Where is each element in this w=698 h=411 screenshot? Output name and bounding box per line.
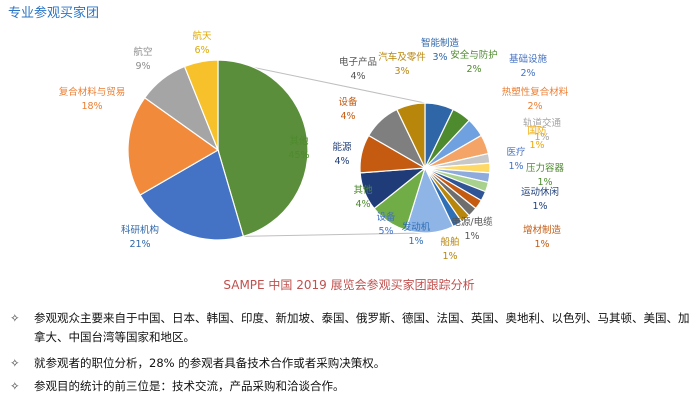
slice-value-label: 1% [408, 236, 423, 247]
slice-value-label: 6% [194, 45, 209, 56]
slice-value-label: 18% [81, 101, 102, 112]
slice-value-label: 4% [350, 71, 365, 82]
slice-value-label: 2% [527, 101, 542, 112]
slice-value-label: 1% [532, 201, 547, 212]
pie-slice [127, 96, 220, 196]
slice-value-label: 1% [534, 239, 549, 250]
diamond-bullet-icon: ✧ [10, 356, 20, 370]
slice-label: 航天 [192, 30, 212, 42]
slice-label: 医疗 [506, 146, 526, 158]
main-pie-labels: 其他 45% 科研机构 21% 复合材料与贸易 18% 航空 9% 航天 6% [59, 30, 310, 250]
slice-label: 船舶 [440, 236, 459, 248]
slice-value-label: 4% [334, 156, 349, 167]
slice-label: 热塑性复合材料 [502, 86, 569, 98]
slice-label: 轨道交通 [523, 117, 562, 129]
slice-label: 电子产品 [339, 56, 377, 68]
slice-value-label: 9% [135, 61, 150, 72]
chart-caption: SAMPE 中国 2019 展览会参观买家团跟踪分析 [223, 278, 475, 292]
slice-label: 设备 [338, 96, 358, 108]
pie-slice [183, 59, 219, 151]
diamond-bullet-icon: ✧ [10, 379, 20, 393]
slice-label: 汽车及零件 [378, 51, 426, 63]
slice-value-label: 1% [508, 161, 523, 172]
slice-value-label: 1% [442, 251, 457, 262]
slice-label: 其他 [289, 135, 309, 147]
slice-label: 压力容器 [526, 162, 565, 174]
pie-slice [139, 149, 245, 241]
slice-label: 基础设施 [509, 53, 548, 65]
bullet-text: 参观观众主要来自于中国、日本、韩国、印度、新加坡、泰国、俄罗斯、德国、法国、英国… [34, 311, 690, 344]
slice-value-label: 1% [529, 140, 544, 151]
bullet-text: 就参观者的职位分析，28% 的参观者具备技术合作或者采购决策权。 [34, 356, 386, 370]
slice-label: 能源 [332, 141, 352, 153]
slice-value-label: 1% [534, 132, 549, 143]
slice-label: 国防 [527, 125, 547, 137]
slice-value-label: 21% [129, 239, 150, 250]
secondary-pie [359, 102, 491, 234]
slice-label: 运动休闲 [521, 186, 559, 198]
slice-value-label: 5% [378, 226, 393, 237]
slice-value-label: 4% [340, 111, 355, 122]
slice-label: 复合材料与贸易 [59, 86, 126, 98]
bullet-text: 参观目的统计的前三位是：技术交流，产品采购和洽谈合作。 [34, 379, 345, 393]
slice-label: 安全与防护 [450, 49, 498, 61]
section-heading: 专业参观买家团 [8, 6, 100, 21]
slice-value-label: 45% [288, 150, 309, 161]
main-pie [127, 59, 309, 241]
slice-label: 航空 [133, 46, 152, 58]
slice-label: 发动机 [402, 221, 431, 233]
slice-value-label: 2% [520, 68, 535, 79]
slice-value-label: 1% [464, 231, 479, 242]
slice-value-label: 4% [355, 199, 370, 210]
pie-slice [217, 59, 309, 238]
diamond-bullet-icon: ✧ [10, 311, 20, 325]
pie-slice [395, 102, 426, 169]
slice-label: 其他 [353, 184, 373, 196]
slice-label: 智能制造 [421, 37, 460, 49]
slice-label: 增材制造 [523, 224, 562, 236]
slice-value-label: 2% [466, 64, 481, 75]
connector-line [243, 232, 426, 237]
slice-value-label: 1% [537, 177, 552, 188]
slice-value-label: 3% [432, 52, 447, 63]
slice-label: 设备 [376, 211, 396, 223]
slice-value-label: 3% [394, 66, 409, 77]
slice-label: 电源/电缆 [451, 216, 493, 228]
slice-label: 科研机构 [121, 224, 159, 236]
